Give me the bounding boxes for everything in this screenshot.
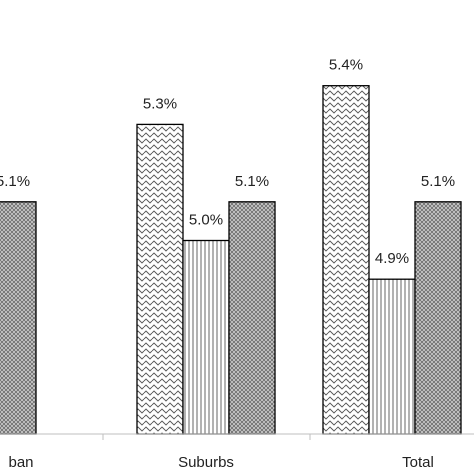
x-axis-labels: ban Suburbs Total (8, 454, 433, 471)
bar-urban-series-3 (0, 201, 37, 435)
bars-layer (0, 85, 462, 435)
bar-total-series-2 (368, 278, 416, 435)
x-tick-label-suburbs: Suburbs (178, 454, 234, 471)
data-label-suburbs-series-1: 5.3% (143, 95, 177, 112)
bar-suburbs-series-2 (182, 239, 230, 435)
bar-total-series-1 (322, 85, 370, 435)
x-tick-label-total: Total (402, 454, 434, 471)
data-label-total-series-1: 5.4% (329, 57, 363, 74)
bar-suburbs-series-1 (136, 123, 184, 435)
x-tick-label-urban: ban (8, 454, 33, 471)
bar-total-series-3 (414, 201, 462, 435)
data-label-suburbs-series-3: 5.1% (235, 173, 269, 190)
data-label-suburbs-series-2: 5.0% (189, 212, 223, 229)
x-axis-ticks (102, 434, 311, 440)
data-label-total-series-3: 5.1% (421, 173, 455, 190)
data-label-total-series-2: 4.9% (375, 250, 409, 267)
bar-suburbs-series-3 (228, 201, 276, 435)
value-labels-layer: 5.3%5.4%8%5.0%4.9%5.1%5.1%5.1% (0, 57, 455, 268)
data-label-urban-series-3: 5.1% (0, 173, 30, 190)
